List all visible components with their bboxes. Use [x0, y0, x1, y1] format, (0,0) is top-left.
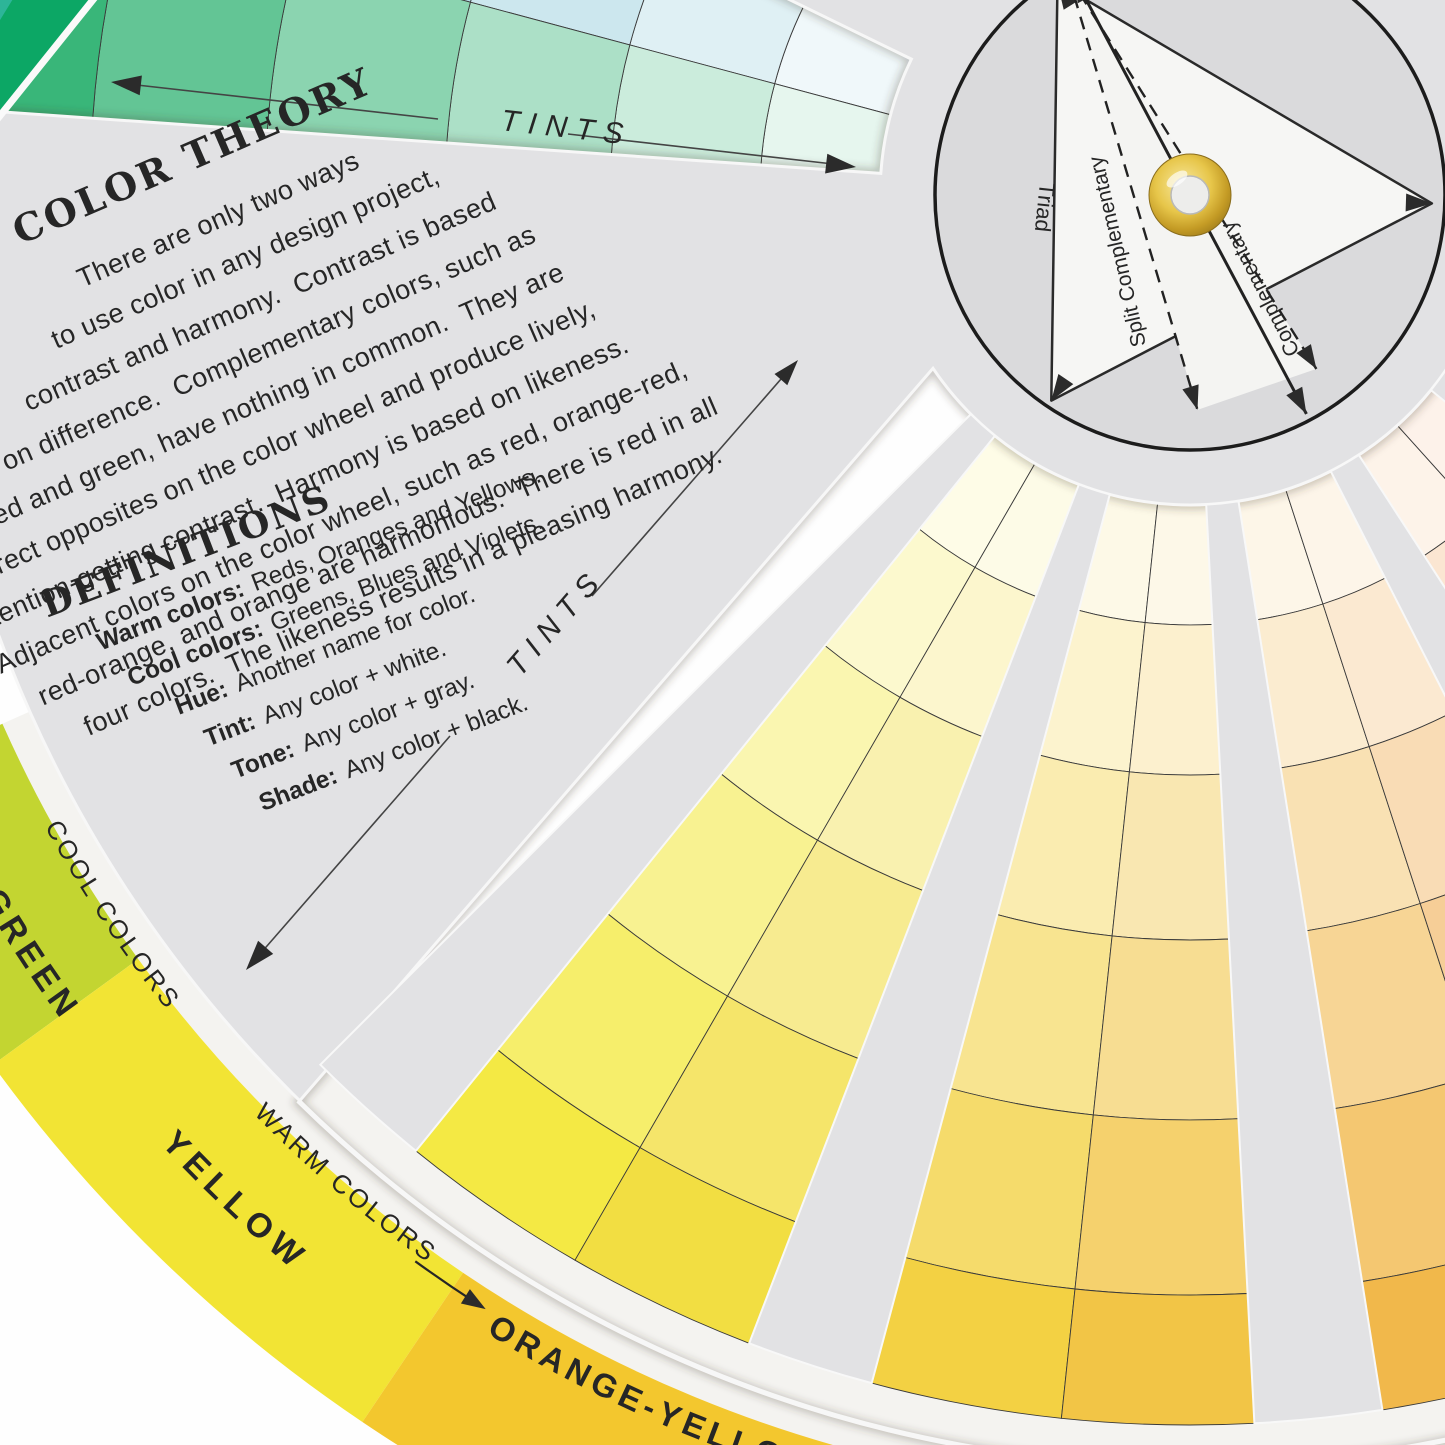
card-corner-edge: [0, 0, 98, 122]
card-strut: [1329, 453, 1445, 698]
card-strut: [318, 412, 997, 1153]
triad-label: Triad: [1030, 181, 1060, 233]
tints-bottom-arrow-line: [591, 370, 789, 597]
arrowhead-icon: [1051, 374, 1074, 401]
arrowhead-icon: [1182, 384, 1199, 410]
arrowhead-icon: [246, 940, 274, 970]
arrowhead-icon: [825, 153, 856, 174]
tint-swatch-cell-top: [469, 0, 645, 46]
card-strut: [1205, 500, 1384, 1425]
rim-segment: [0, 959, 463, 1422]
tint-swatch-cell: [1074, 1114, 1249, 1296]
tint-swatch-cell: [574, 1146, 797, 1344]
arrowhead-icon: [1286, 386, 1307, 414]
split-complementary-line: [1074, 0, 1199, 411]
corner-teal-sliver: [0, 0, 13, 21]
arrowhead-icon: [1296, 344, 1317, 369]
tint-swatch-cell: [1419, 894, 1445, 982]
grommet-highlight: [1166, 170, 1188, 188]
grommet-hole: [1170, 175, 1210, 215]
rim-segment: [362, 1272, 834, 1445]
rim-segment: [0, 723, 139, 1060]
arrowhead-icon: [460, 1289, 486, 1310]
tints-top-arrow-line: [567, 133, 843, 166]
arrowhead-icon: [1061, 0, 1079, 10]
tint-swatch-cell: [1423, 540, 1445, 589]
card-strut: [1429, 369, 1445, 403]
arrowhead-icon: [1405, 193, 1432, 212]
tints-bottom-arrow-line: [259, 735, 451, 955]
tints-top-arrow-line: [127, 83, 439, 120]
tint-swatch-cell: [1111, 771, 1230, 941]
tint-swatch-cell: [1128, 622, 1221, 776]
arrowhead-icon: [774, 360, 798, 386]
tint-swatch-cell: [1060, 1288, 1255, 1426]
arrowhead-icon: [111, 75, 142, 96]
arrowhead-icon: [1077, 0, 1084, 4]
tint-swatch-cell: [1092, 935, 1239, 1121]
card-strut: [747, 483, 1112, 1385]
